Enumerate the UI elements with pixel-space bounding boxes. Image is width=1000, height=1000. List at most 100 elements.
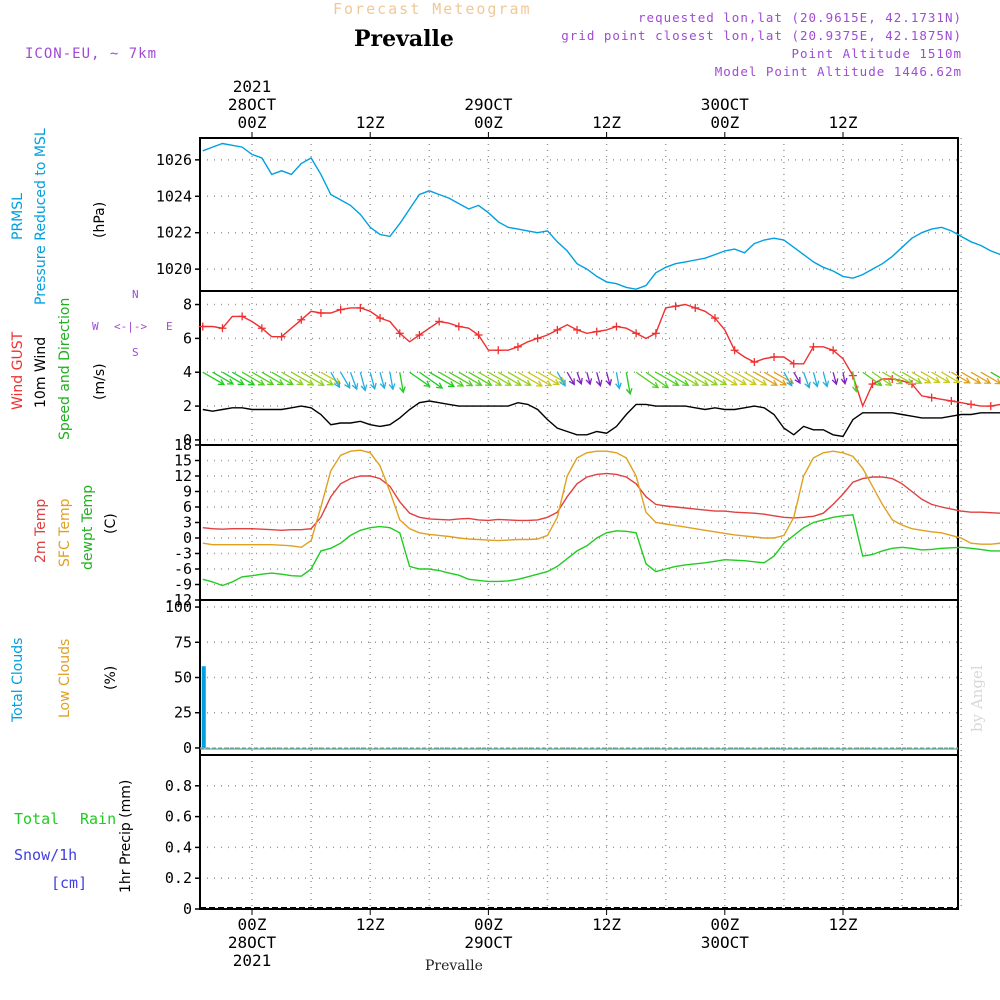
bottom-axis-label: 29OCT (464, 933, 513, 952)
wind-arrow (645, 371, 669, 389)
y-tick-label: -6 (174, 560, 192, 578)
y-tick-label: 0.2 (165, 869, 192, 887)
wind-arrow-head (379, 382, 387, 390)
wind-arrow-head (457, 380, 465, 387)
wind-arrow (202, 371, 225, 385)
y-tick-label: 6 (183, 329, 192, 347)
wind-arrow-head (466, 380, 474, 387)
wind-arrow-head (794, 376, 801, 385)
wind-arrow-head (248, 379, 256, 386)
wind-arrow (901, 371, 922, 384)
top-axis-label: 29OCT (464, 95, 513, 114)
wind-arrow (783, 371, 793, 387)
wind-arrow (300, 371, 325, 386)
y-tick-label: 50 (174, 669, 192, 687)
location-title: Prevalle (354, 26, 454, 52)
bottom-axis-label: 30OCT (701, 933, 750, 952)
y-tick-label: 1024 (156, 187, 192, 205)
wind-arrow-head (974, 377, 982, 384)
wind-arrow (261, 371, 284, 385)
panel-frame (199, 754, 959, 910)
wind-arrow (271, 371, 294, 385)
wind-arrow (842, 372, 846, 384)
wind-arrow (340, 371, 351, 389)
y-tick-label: 0.8 (165, 777, 192, 795)
wind-arrow-head (217, 378, 226, 386)
wind-arrow (822, 372, 828, 387)
sfc-temp-series (202, 449, 1000, 549)
wind-arrow (222, 371, 244, 385)
footer-location: Prevalle (425, 958, 483, 974)
wind-arrow-head (875, 379, 883, 387)
wind-arrow (685, 371, 709, 386)
top-axis-label: 00Z (474, 113, 503, 132)
wind-arrow-head (739, 378, 748, 386)
legend-snow: Snow/1h (14, 846, 78, 864)
bottom-axis-label: 00Z (238, 915, 267, 934)
y-tick-label: 1026 (156, 151, 192, 169)
grid-point-coords: grid point closest lon,lat (20.9375E, 42… (561, 28, 962, 43)
wind-arrow-head (749, 378, 757, 386)
compass-s: S (132, 346, 139, 359)
compass-n: N (132, 288, 139, 301)
wind-arrow (990, 371, 1000, 379)
wind-arrow-head (812, 380, 820, 388)
wind-arrow-head (711, 379, 719, 386)
wind-arrow (379, 372, 385, 389)
wind-arrow-head (535, 380, 544, 387)
panel-frame (199, 290, 959, 446)
wind-arrow (980, 371, 1000, 385)
model-label: ICON-EU, ~ 7km (25, 46, 158, 62)
y-tick-label: 75 (174, 633, 192, 651)
wind-arrow-head (351, 383, 359, 391)
wind-arrow-head (344, 381, 351, 389)
wind-arrow-head (559, 379, 566, 387)
wind-arrow (872, 371, 892, 386)
y-tick-label: 8 (183, 296, 192, 314)
wind-arrow-head (326, 379, 335, 386)
wind-arrow (714, 371, 738, 386)
wind-arrow (359, 372, 366, 391)
y-tick-label: 3 (183, 514, 192, 532)
wind-arrow (605, 372, 611, 386)
wind-arrow-head (370, 382, 377, 391)
wind-arrow (419, 371, 443, 389)
wind-arrow (724, 371, 747, 385)
wind-arrow (596, 372, 602, 386)
wind-arrow-head (779, 379, 788, 386)
y-tick-label: 0 (183, 900, 192, 918)
point-altitude: Point Altitude 1510m (791, 46, 962, 61)
wind-arrow (802, 372, 810, 388)
wind-arrow-head (625, 387, 633, 396)
legend-snow-unit: [cm] (51, 874, 88, 892)
wind-arrow-head (840, 377, 848, 386)
wind-arrow (231, 371, 255, 386)
wind-gust-series (202, 303, 1000, 409)
wind-arrow (832, 372, 837, 385)
temp-2m-series (202, 472, 1000, 532)
wind-arrow-head (963, 377, 971, 384)
top-axis-label: 00Z (710, 113, 739, 132)
wind-arrow-head (276, 378, 285, 386)
wind-arrow (635, 371, 659, 389)
wind-arrow (951, 371, 971, 384)
y-tick-label: 0.6 (165, 808, 192, 826)
wind-arrow (921, 371, 940, 383)
wind-arrow-head (672, 379, 680, 386)
compass-w: W (92, 320, 99, 333)
y-tick-label: 0 (183, 739, 192, 757)
top-axis-label: 00Z (238, 113, 267, 132)
wind-arrow (212, 371, 234, 385)
wind-arrow-head (475, 379, 483, 386)
wind-arrow-head (423, 380, 431, 387)
legend-rain: Rain (80, 810, 117, 828)
wind-arrow (497, 371, 522, 386)
wind-arrow (291, 371, 314, 386)
bottom-axis-label: 00Z (474, 915, 503, 934)
wind-arrow (911, 371, 931, 384)
wind-arrow (438, 371, 464, 387)
wind-arrow (694, 371, 718, 386)
wind-arrow-head (943, 376, 951, 384)
y-tick-label: 2 (183, 397, 192, 415)
